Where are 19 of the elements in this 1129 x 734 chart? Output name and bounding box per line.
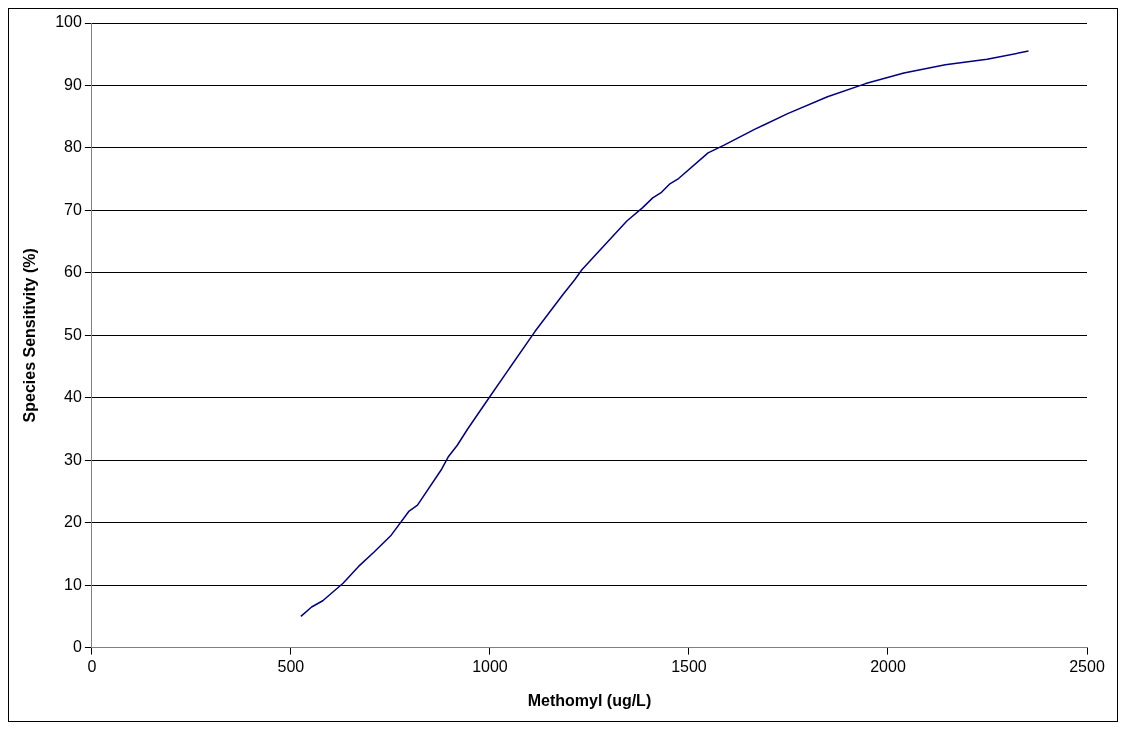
y-tick-label: 0 [72, 638, 82, 656]
y-tick-label: 70 [64, 200, 82, 218]
y-tick-label: 40 [64, 388, 82, 406]
x-tick-label: 500 [277, 657, 305, 675]
y-tick-label: 90 [64, 75, 82, 93]
x-axis-title: Methomyl (ug/L) [527, 691, 652, 709]
x-tick-label: 2500 [1069, 657, 1105, 675]
y-tick-label: 30 [64, 450, 82, 468]
x-tick-label: 1500 [671, 657, 707, 675]
x-tick-label: 2000 [870, 657, 906, 675]
y-tick-label: 50 [64, 325, 82, 343]
x-tick-label: 1000 [472, 657, 508, 675]
y-tick-label: 100 [55, 13, 82, 31]
y-tick-label: 80 [64, 138, 82, 156]
y-tick-label: 10 [64, 575, 82, 593]
y-axis-title: Species Sensitivity (%) [21, 248, 39, 423]
y-tick-label: 20 [64, 513, 82, 531]
x-tick-label: 0 [87, 657, 97, 675]
y-tick-label: 60 [64, 263, 82, 281]
